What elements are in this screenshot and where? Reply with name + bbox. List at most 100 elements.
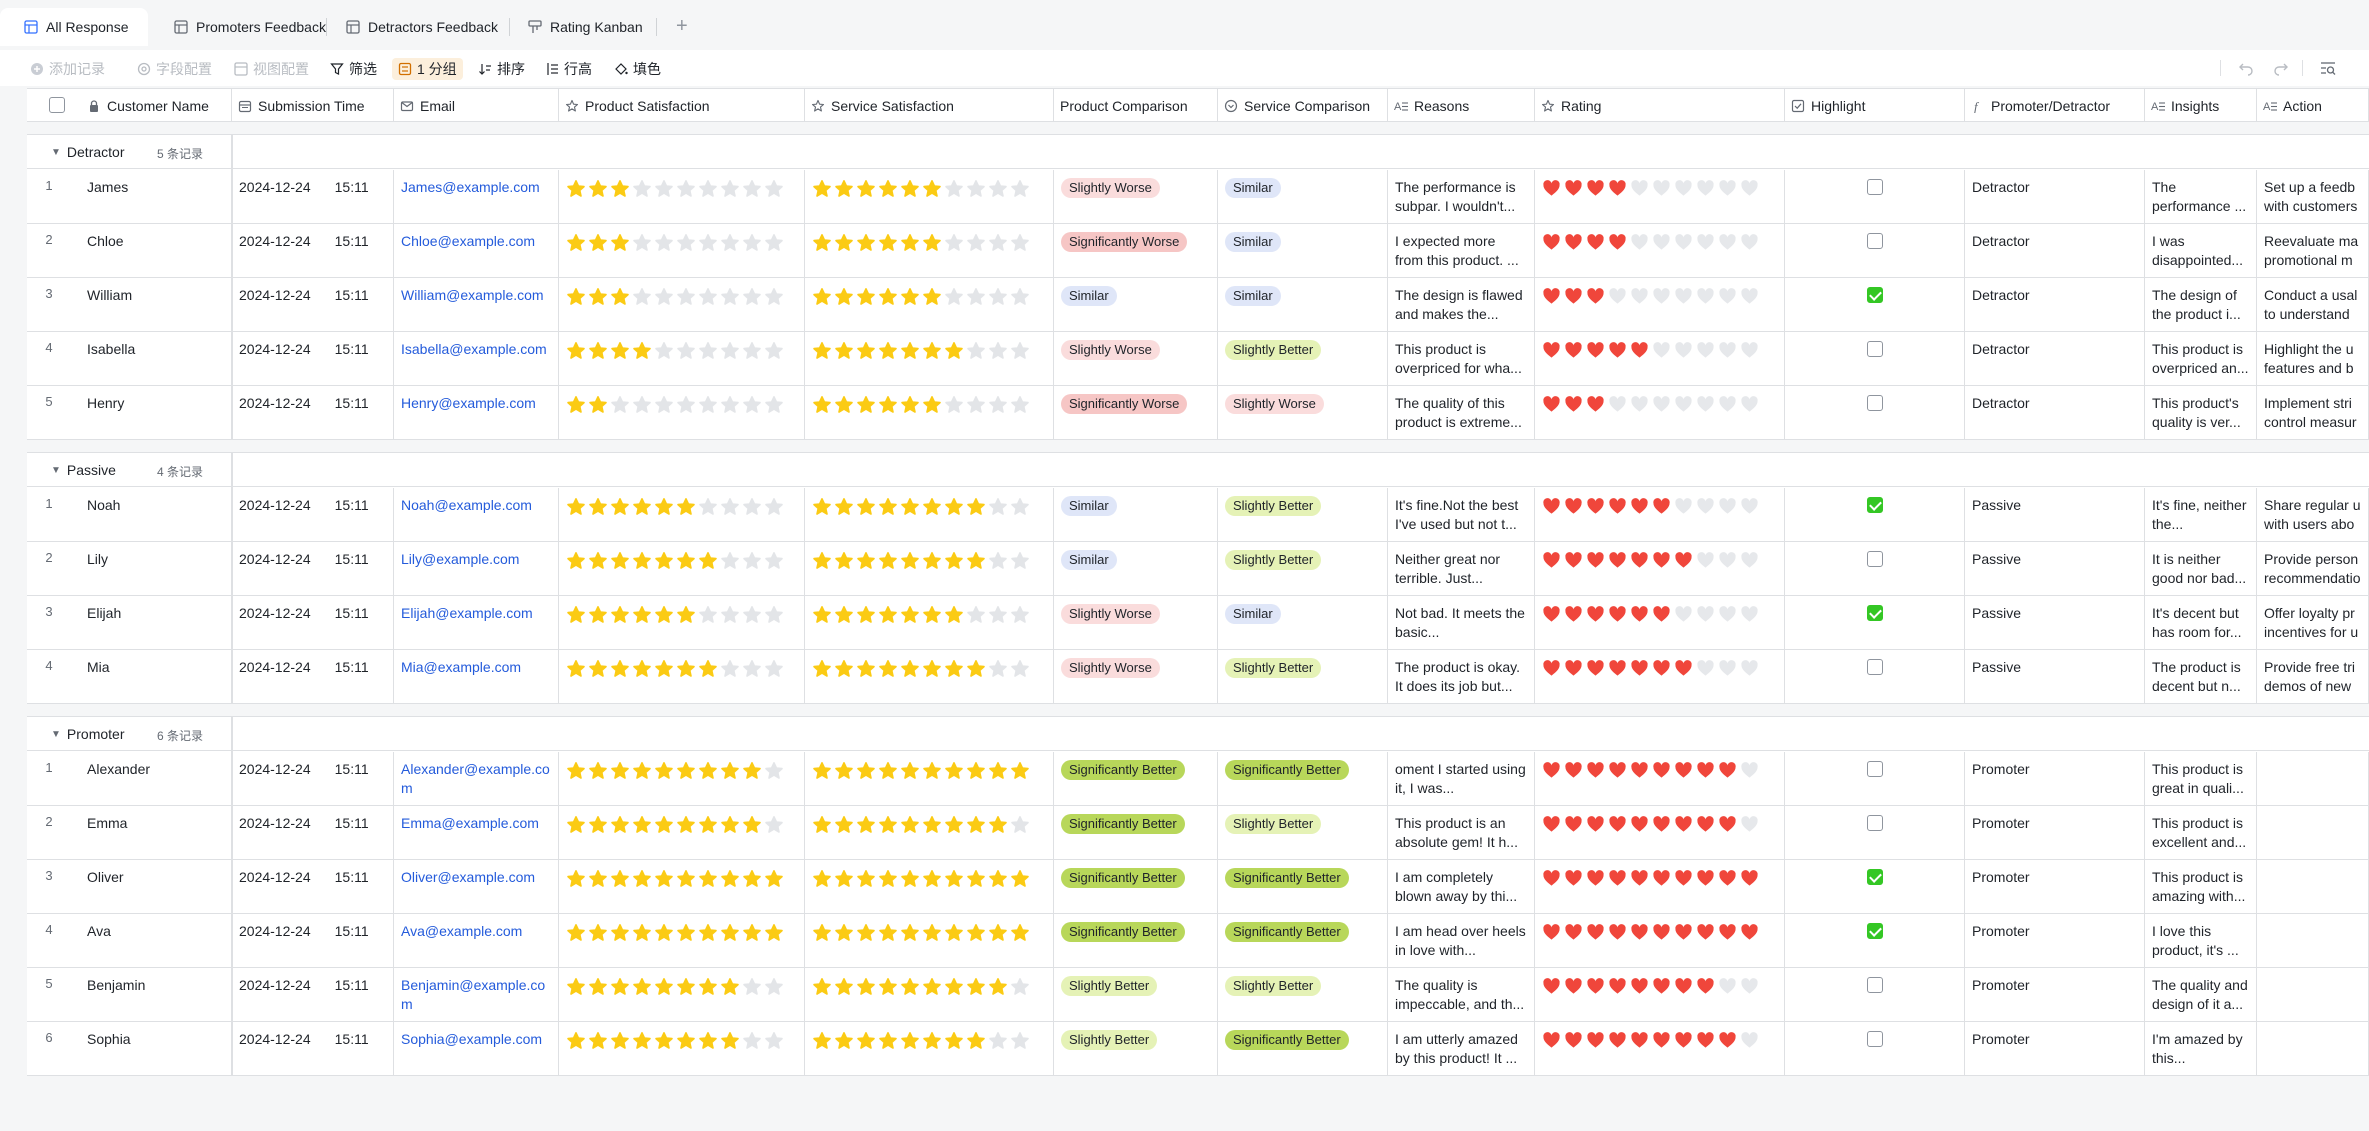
star-rating[interactable] [566,550,797,571]
cell-product-satisfaction[interactable] [559,542,805,595]
email-link[interactable]: Lily@example.com [401,551,520,567]
table-row[interactable]: 4 Ava 2024-12-24 15:11 Ava@example.com Signif… [27,914,2369,968]
cell-highlight[interactable] [1785,170,1965,223]
cell-reasons[interactable]: The design is flawed and makes the... [1388,278,1535,331]
cell-action[interactable]: Highlight the u features and b [2257,332,2369,385]
cell-service-satisfaction[interactable] [805,170,1054,223]
star-rating[interactable] [812,658,1046,679]
cell-highlight[interactable] [1785,488,1965,541]
cell-product-satisfaction[interactable] [559,650,805,703]
cell-submission-time[interactable]: 2024-12-24 15:11 [232,278,394,331]
group-header[interactable]: ▼ Detractor 5 条记录 [27,135,2369,169]
email-link[interactable]: Noah@example.com [401,497,532,513]
cell-product-satisfaction[interactable] [559,332,805,385]
email-link[interactable]: Isabella@example.com [401,341,547,357]
cell-product-satisfaction[interactable] [559,386,805,439]
heart-rating[interactable] [1542,232,1777,252]
cell-reasons[interactable]: This product is overpriced for wha... [1388,332,1535,385]
star-rating[interactable] [812,868,1046,889]
star-rating[interactable] [812,496,1046,517]
undo-icon[interactable] [2238,60,2254,76]
cell-service-comparison[interactable]: Significantly Better [1218,752,1388,805]
caret-down-icon[interactable]: ▼ [51,728,61,740]
cell-action[interactable] [2257,806,2369,859]
cell-reasons[interactable]: Neither great nor terrible. Just... [1388,542,1535,595]
star-rating[interactable] [566,760,797,781]
cell-email[interactable]: Chloe@example.com [394,224,559,277]
cell-submission-time[interactable]: 2024-12-24 15:11 [232,386,394,439]
star-rating[interactable] [812,760,1046,781]
cell-rating[interactable] [1535,968,1785,1021]
cell-customer-name[interactable]: James [71,170,232,223]
cell-promoter-detractor[interactable]: Passive [1965,488,2145,541]
cell-insights[interactable]: This product is amazing with... [2145,860,2257,913]
heart-rating[interactable] [1542,286,1777,306]
field-config-button[interactable]: 字段配置 [137,58,212,80]
column-header-time[interactable]: Submission Time [232,89,394,122]
cell-customer-name[interactable]: Benjamin [71,968,232,1021]
cell-service-satisfaction[interactable] [805,596,1054,649]
star-rating[interactable] [566,814,797,835]
highlight-checkbox[interactable] [1866,395,1883,411]
cell-action[interactable]: Conduct a usal to understand [2257,278,2369,331]
group-title[interactable]: ▼ Detractor [51,144,124,160]
heart-rating[interactable] [1542,976,1777,996]
cell-promoter-detractor[interactable]: Detractor [1965,278,2145,331]
column-header-ss[interactable]: Service Satisfaction [805,89,1054,122]
highlight-checkbox[interactable] [1866,287,1883,303]
email-link[interactable]: Oliver@example.com [401,869,536,885]
add-record-button[interactable]: 添加记录 [30,58,105,80]
cell-product-comparison[interactable]: Significantly Better [1054,806,1218,859]
star-rating[interactable] [566,178,797,199]
cell-product-comparison[interactable]: Slightly Better [1054,968,1218,1021]
cell-customer-name[interactable]: Mia [71,650,232,703]
cell-service-satisfaction[interactable] [805,278,1054,331]
cell-product-comparison[interactable]: Similar [1054,542,1218,595]
heart-rating[interactable] [1542,1030,1777,1050]
star-rating[interactable] [566,868,797,889]
cell-insights[interactable]: It is neither good nor bad... [2145,542,2257,595]
star-rating[interactable] [812,340,1046,361]
heart-rating[interactable] [1542,814,1777,834]
caret-down-icon[interactable]: ▼ [51,464,61,476]
cell-submission-time[interactable]: 2024-12-24 15:11 [232,332,394,385]
table-row[interactable]: 2 Emma 2024-12-24 15:11 Emma@example.com Sign… [27,806,2369,860]
table-row[interactable]: 1 Alexander 2024-12-24 15:11 Alexander@examp… [27,752,2369,806]
email-link[interactable]: William@example.com [401,287,544,303]
redo-icon[interactable] [2273,60,2289,76]
cell-rating[interactable] [1535,596,1785,649]
heart-rating[interactable] [1542,496,1777,516]
cell-product-satisfaction[interactable] [559,170,805,223]
cell-service-satisfaction[interactable] [805,860,1054,913]
cell-insights[interactable]: This product is overpriced an... [2145,332,2257,385]
cell-submission-time[interactable]: 2024-12-24 15:11 [232,224,394,277]
star-rating[interactable] [812,232,1046,253]
cell-submission-time[interactable]: 2024-12-24 15:11 [232,806,394,859]
heart-rating[interactable] [1542,550,1777,570]
cell-rating[interactable] [1535,914,1785,967]
cell-service-comparison[interactable]: Slightly Better [1218,332,1388,385]
table-row[interactable]: 1 James 2024-12-24 15:11 James@example.com Sl… [27,170,2369,224]
cell-promoter-detractor[interactable]: Promoter [1965,914,2145,967]
column-header-insights[interactable]: A Insights [2145,89,2257,122]
highlight-checkbox[interactable] [1866,233,1883,249]
highlight-checkbox[interactable] [1866,869,1883,885]
group-header[interactable]: ▼ Passive 4 条记录 [27,453,2369,487]
cell-highlight[interactable] [1785,224,1965,277]
cell-action[interactable]: Offer loyalty pr incentives for u [2257,596,2369,649]
cell-reasons[interactable]: I expected more from this product. ... [1388,224,1535,277]
cell-email[interactable]: Isabella@example.com [394,332,559,385]
cell-product-comparison[interactable]: Significantly Worse [1054,386,1218,439]
cell-customer-name[interactable]: Ava [71,914,232,967]
cell-submission-time[interactable]: 2024-12-24 15:11 [232,170,394,223]
cell-reasons[interactable]: I am utterly amazed by this product! It … [1388,1022,1535,1075]
cell-promoter-detractor[interactable]: Promoter [1965,752,2145,805]
cell-submission-time[interactable]: 2024-12-24 15:11 [232,542,394,595]
cell-insights[interactable]: I love this product, it's ... [2145,914,2257,967]
star-rating[interactable] [566,394,797,415]
cell-service-comparison[interactable]: Slightly Worse [1218,386,1388,439]
tab-all-response[interactable]: All Response [0,8,148,46]
cell-rating[interactable] [1535,806,1785,859]
heart-rating[interactable] [1542,760,1777,780]
star-rating[interactable] [812,286,1046,307]
